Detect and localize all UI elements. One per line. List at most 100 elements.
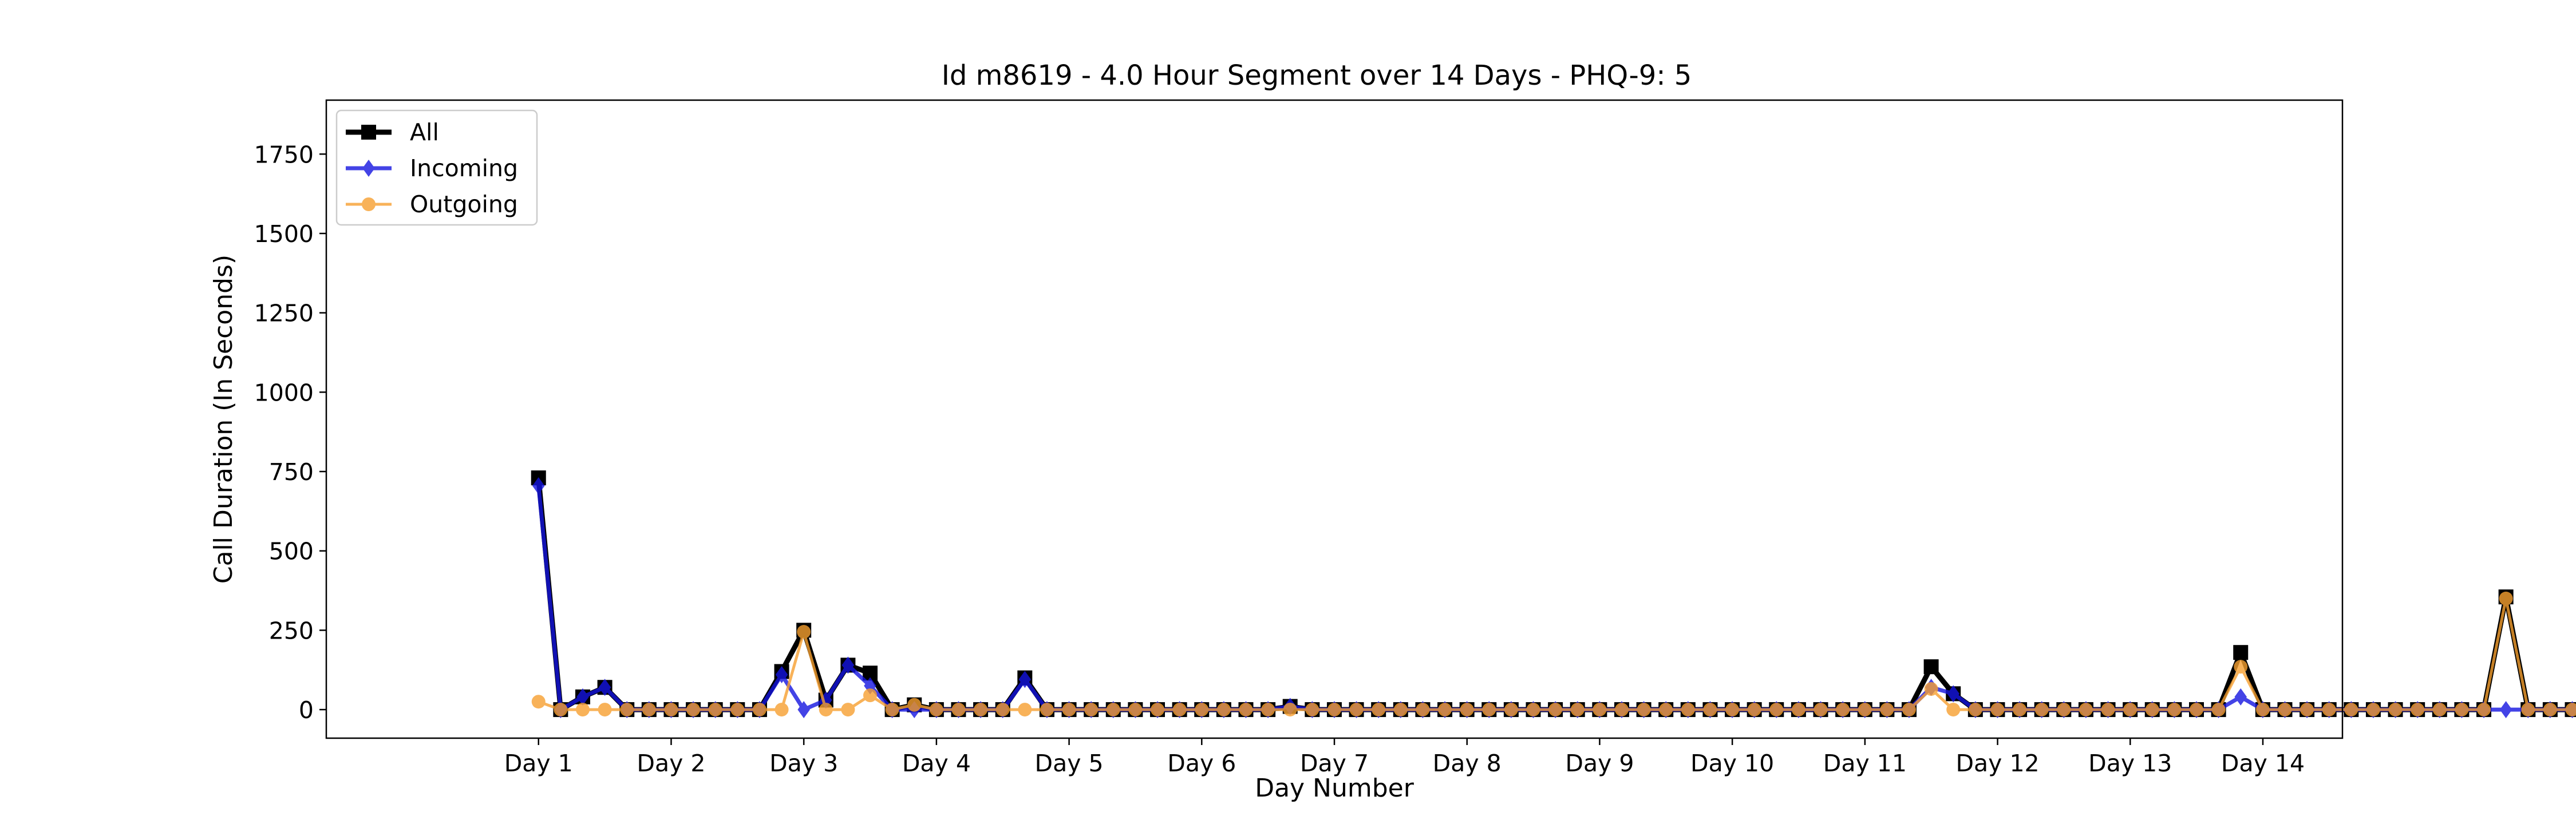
data-point-outgoing xyxy=(819,703,833,716)
x-tick-label: Day 11 xyxy=(1823,750,1907,777)
data-point-outgoing xyxy=(2477,703,2491,716)
data-point-outgoing xyxy=(2366,703,2380,716)
data-point-outgoing xyxy=(2543,703,2557,716)
data-point-outgoing xyxy=(1748,703,1761,716)
data-point-outgoing xyxy=(951,703,965,716)
x-tick-label: Day 2 xyxy=(637,750,705,777)
data-point-outgoing xyxy=(907,698,921,712)
data-point-outgoing xyxy=(753,703,767,716)
data-point-outgoing xyxy=(1062,703,1076,716)
legend-label: All xyxy=(410,118,439,146)
data-point-outgoing xyxy=(863,688,877,702)
data-point-outgoing xyxy=(1615,703,1629,716)
data-point-outgoing xyxy=(642,703,656,716)
data-point-outgoing xyxy=(1372,703,1385,716)
data-point-outgoing xyxy=(886,703,899,716)
x-tick-label: Day 3 xyxy=(769,750,838,777)
data-point-outgoing xyxy=(2035,703,2049,716)
data-point-outgoing xyxy=(2079,703,2093,716)
data-point-outgoing xyxy=(620,703,634,716)
data-point-outgoing xyxy=(2300,703,2314,716)
data-point-outgoing xyxy=(1526,703,1540,716)
data-point-outgoing xyxy=(1239,703,1253,716)
data-point-outgoing xyxy=(2123,703,2137,716)
data-point-outgoing xyxy=(1173,703,1187,716)
x-tick-label: Day 8 xyxy=(1433,750,1502,777)
data-point-outgoing xyxy=(841,703,855,716)
data-point-outgoing xyxy=(598,703,612,716)
data-point-outgoing xyxy=(2101,703,2115,716)
data-point-outgoing xyxy=(1571,703,1585,716)
data-point-outgoing xyxy=(2057,703,2071,716)
data-point-outgoing xyxy=(1416,703,1429,716)
data-point-outgoing xyxy=(1858,703,1872,716)
data-point-outgoing xyxy=(2411,703,2424,716)
data-point-outgoing xyxy=(1504,703,1518,716)
data-point-outgoing xyxy=(1217,703,1231,716)
data-point-outgoing xyxy=(1460,703,1474,716)
data-point-outgoing xyxy=(1769,703,1783,716)
data-point-outgoing xyxy=(1261,703,1275,716)
data-point-outgoing xyxy=(1725,703,1739,716)
data-point-outgoing xyxy=(2190,703,2203,716)
data-point-outgoing xyxy=(1195,703,1208,716)
data-point-all xyxy=(1924,659,1939,674)
x-tick-label: Day 10 xyxy=(1690,750,1774,777)
data-point-outgoing xyxy=(2256,703,2270,716)
data-point-outgoing xyxy=(1128,703,1142,716)
data-point-outgoing xyxy=(1880,703,1894,716)
x-tick-label: Day 9 xyxy=(1565,750,1634,777)
data-point-outgoing xyxy=(1283,703,1297,716)
data-point-outgoing xyxy=(1814,703,1828,716)
data-point-outgoing xyxy=(2389,703,2403,716)
y-tick-label: 500 xyxy=(269,538,314,565)
x-tick-label: Day 13 xyxy=(2088,750,2172,777)
data-point-outgoing xyxy=(2322,703,2336,716)
data-point-outgoing xyxy=(2344,703,2358,716)
x-tick-label: Day 14 xyxy=(2221,750,2305,777)
data-point-outgoing xyxy=(2234,660,2247,674)
data-point-outgoing xyxy=(974,703,987,716)
data-point-outgoing xyxy=(576,703,590,716)
data-point-outgoing xyxy=(930,703,943,716)
data-point-outgoing xyxy=(2212,703,2226,716)
x-tick-label: Day 5 xyxy=(1035,750,1104,777)
y-tick-label: 1000 xyxy=(254,379,314,406)
data-point-outgoing xyxy=(1107,703,1120,716)
data-point-outgoing xyxy=(775,703,789,716)
y-tick-label: 250 xyxy=(269,617,314,644)
legend: All Incoming Outgoing xyxy=(337,110,537,225)
data-point-outgoing xyxy=(1836,703,1850,716)
data-point-outgoing xyxy=(1637,703,1651,716)
data-point-outgoing xyxy=(1084,703,1098,716)
x-tick-label: Day 1 xyxy=(504,750,573,777)
data-point-outgoing xyxy=(532,695,546,708)
legend-label: Outgoing xyxy=(410,191,518,218)
data-point-outgoing xyxy=(686,703,700,716)
data-point-outgoing xyxy=(2455,703,2468,716)
data-point-outgoing xyxy=(1659,703,1673,716)
y-tick-label: 0 xyxy=(299,696,314,724)
data-point-outgoing xyxy=(1548,703,1562,716)
legend-label: Incoming xyxy=(410,154,518,182)
data-point-outgoing xyxy=(2013,703,2026,716)
data-point-outgoing xyxy=(1792,703,1805,716)
data-point-outgoing xyxy=(1327,703,1341,716)
y-tick-label: 1750 xyxy=(254,141,314,168)
chart-title: Id m8619 - 4.0 Hour Segment over 14 Days… xyxy=(942,60,1692,92)
data-point-outgoing xyxy=(1946,703,1960,716)
data-point-outgoing xyxy=(1593,703,1606,716)
x-tick-label: Day 4 xyxy=(902,750,971,777)
data-point-outgoing xyxy=(1990,703,2004,716)
y-tick-label: 1250 xyxy=(254,300,314,327)
x-tick-label: Day 6 xyxy=(1167,750,1236,777)
y-tick-label: 750 xyxy=(269,458,314,486)
data-point-outgoing xyxy=(664,703,678,716)
x-tick-label: Day 7 xyxy=(1300,750,1369,777)
legend-marker xyxy=(362,197,376,211)
data-point-outgoing xyxy=(1350,703,1364,716)
data-point-outgoing xyxy=(797,625,811,639)
x-tick-label: Day 12 xyxy=(1955,750,2039,777)
data-point-outgoing xyxy=(1681,703,1695,716)
data-point-outgoing xyxy=(2521,703,2535,716)
